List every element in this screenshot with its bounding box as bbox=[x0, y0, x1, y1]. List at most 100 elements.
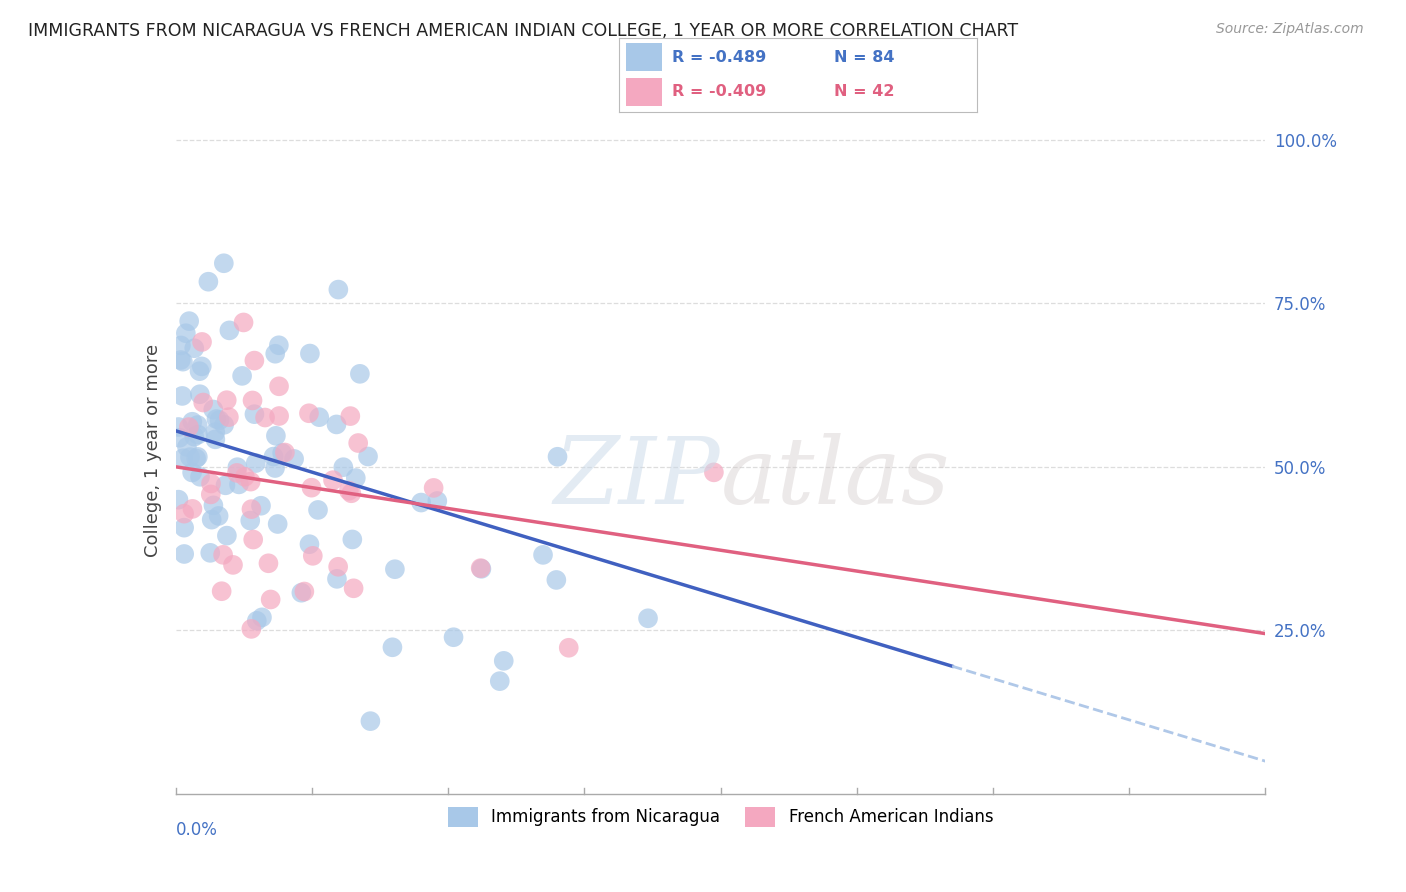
Point bbox=[226, 460, 249, 475]
Point bbox=[193, 395, 215, 409]
Point bbox=[183, 430, 205, 444]
Point bbox=[274, 445, 297, 459]
Point bbox=[298, 346, 321, 360]
Point bbox=[357, 450, 380, 464]
Point bbox=[228, 477, 250, 491]
Point bbox=[240, 502, 263, 516]
Point bbox=[637, 611, 659, 625]
Point bbox=[191, 334, 214, 349]
Point bbox=[170, 338, 193, 352]
FancyBboxPatch shape bbox=[626, 44, 662, 71]
Point bbox=[172, 389, 194, 403]
Point bbox=[200, 476, 222, 491]
Point bbox=[207, 508, 229, 523]
Point bbox=[179, 314, 201, 328]
Point bbox=[328, 559, 350, 574]
Point bbox=[245, 456, 267, 470]
Point bbox=[343, 582, 366, 596]
Point bbox=[470, 562, 492, 576]
Point bbox=[187, 450, 209, 464]
Point bbox=[208, 413, 231, 427]
Point bbox=[181, 502, 204, 516]
Point bbox=[332, 460, 354, 475]
Point bbox=[212, 548, 235, 562]
Point bbox=[200, 546, 222, 560]
Point bbox=[233, 469, 256, 483]
Point bbox=[269, 409, 291, 423]
Point bbox=[214, 478, 236, 492]
Point bbox=[257, 556, 280, 570]
Point bbox=[215, 528, 238, 542]
Point bbox=[239, 475, 262, 489]
Point bbox=[264, 429, 287, 443]
Point bbox=[226, 466, 249, 480]
Point bbox=[218, 323, 240, 337]
Point bbox=[384, 562, 406, 576]
Point bbox=[215, 393, 238, 408]
Point bbox=[322, 473, 344, 487]
Point bbox=[266, 516, 288, 531]
Point bbox=[204, 425, 226, 439]
Text: 0.0%: 0.0% bbox=[176, 822, 218, 839]
Point bbox=[301, 549, 323, 563]
Point bbox=[326, 572, 349, 586]
Point bbox=[167, 420, 190, 434]
Point bbox=[337, 483, 360, 498]
Point bbox=[443, 630, 465, 644]
Point bbox=[426, 494, 449, 508]
Point bbox=[197, 275, 219, 289]
Point bbox=[172, 451, 194, 466]
Legend: Immigrants from Nicaragua, French American Indians: Immigrants from Nicaragua, French Americ… bbox=[441, 800, 1000, 834]
Text: N = 42: N = 42 bbox=[834, 84, 894, 99]
Point bbox=[204, 433, 226, 447]
Point bbox=[264, 347, 287, 361]
Point bbox=[239, 514, 262, 528]
Point bbox=[325, 417, 347, 432]
Text: IMMIGRANTS FROM NICARAGUA VS FRENCH AMERICAN INDIAN COLLEGE, 1 YEAR OR MORE CORR: IMMIGRANTS FROM NICARAGUA VS FRENCH AMER… bbox=[28, 22, 1018, 40]
Point bbox=[222, 558, 245, 572]
Text: atlas: atlas bbox=[721, 433, 950, 523]
Point bbox=[558, 640, 581, 655]
Point bbox=[340, 486, 363, 500]
Point bbox=[339, 409, 361, 423]
Point bbox=[201, 513, 224, 527]
Point bbox=[546, 573, 568, 587]
Point bbox=[347, 436, 370, 450]
Point bbox=[169, 431, 191, 445]
Point bbox=[202, 499, 225, 513]
Point bbox=[271, 446, 294, 460]
Point bbox=[488, 674, 510, 689]
Point bbox=[173, 507, 195, 521]
Point bbox=[531, 548, 554, 562]
Point bbox=[267, 338, 290, 352]
Point bbox=[267, 379, 290, 393]
Text: R = -0.409: R = -0.409 bbox=[672, 84, 766, 99]
Point bbox=[184, 451, 207, 466]
Point bbox=[422, 481, 444, 495]
Point bbox=[176, 440, 198, 454]
Point bbox=[181, 466, 204, 480]
Point bbox=[188, 470, 211, 484]
Point bbox=[218, 410, 240, 425]
Point bbox=[188, 387, 211, 401]
Point bbox=[242, 393, 264, 408]
Point bbox=[298, 406, 321, 420]
Point bbox=[187, 418, 209, 433]
Point bbox=[173, 547, 195, 561]
Point bbox=[703, 466, 725, 480]
Point bbox=[264, 461, 287, 475]
Point bbox=[211, 584, 233, 599]
Point bbox=[254, 410, 277, 425]
Point bbox=[170, 353, 193, 368]
Point bbox=[307, 503, 329, 517]
Point bbox=[243, 353, 266, 368]
Point bbox=[200, 487, 222, 501]
Point bbox=[301, 481, 323, 495]
Point bbox=[250, 610, 273, 624]
FancyBboxPatch shape bbox=[626, 78, 662, 105]
Point bbox=[250, 499, 273, 513]
Point bbox=[181, 415, 204, 429]
Point bbox=[260, 592, 283, 607]
Point bbox=[212, 417, 235, 432]
Point bbox=[240, 622, 263, 636]
